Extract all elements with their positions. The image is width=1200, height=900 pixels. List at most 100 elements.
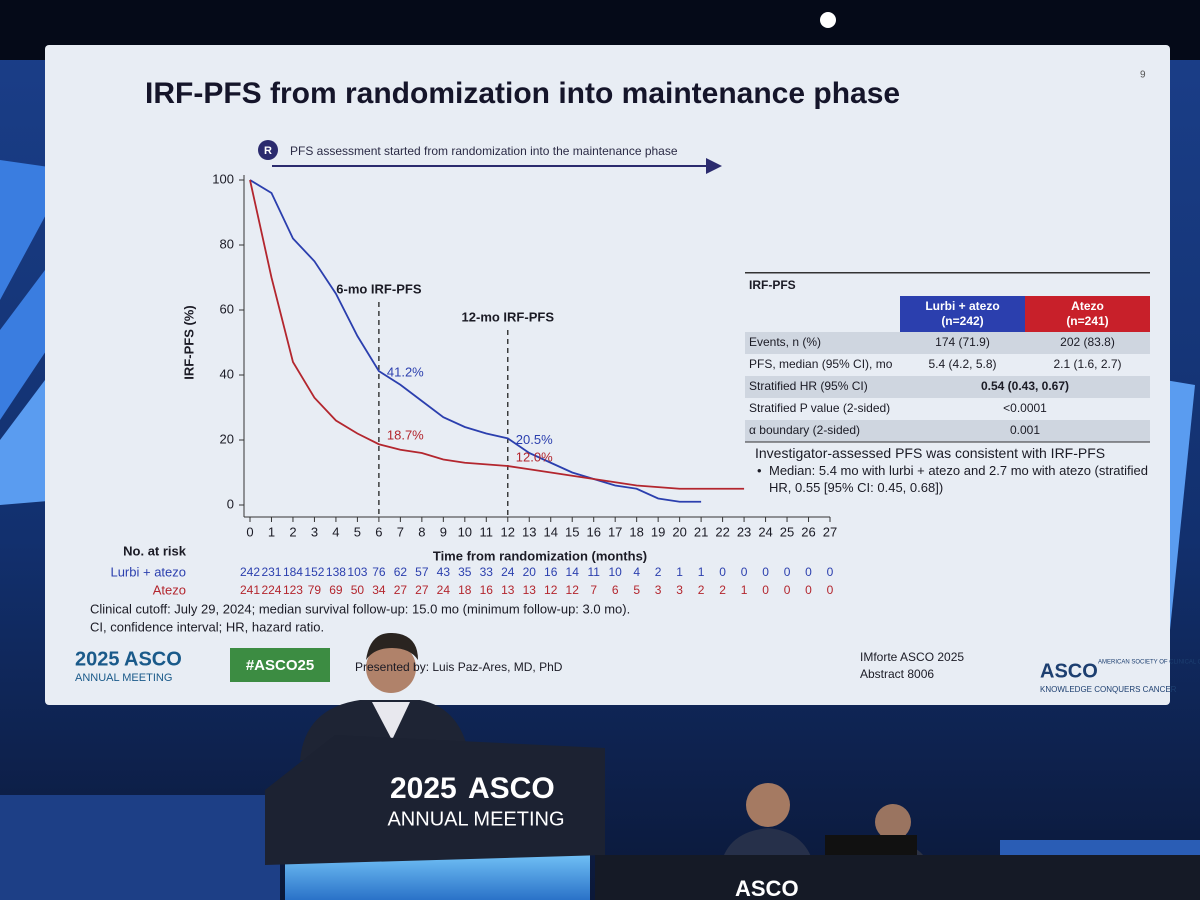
row-value: 174 (71.9) [935,335,990,349]
legend-label: Atezo [153,582,186,597]
row-value: 0.001 [1010,423,1040,437]
column-header [1025,296,1150,332]
risk-count: 152 [304,565,324,579]
risk-count: 7 [590,583,597,597]
risk-count: 0 [762,583,769,597]
risk-count: 33 [480,565,494,579]
risk-count: 57 [415,565,429,579]
stage-light [820,12,836,28]
logo-year: 2025 [75,648,120,670]
column-name: Lurbi + atezo [925,299,999,313]
risk-count: 0 [827,565,834,579]
risk-count: 1 [676,565,683,579]
row-shade [745,332,1150,354]
table-title: IRF-PFS [749,278,796,292]
x-tick-label: 0 [246,524,253,539]
risk-count: 10 [609,565,623,579]
risk-count: 3 [676,583,683,597]
risk-count: 4 [633,565,640,579]
x-tick-label: 26 [801,524,815,539]
hashtag-badge [230,648,330,682]
risk-count: 2 [655,565,662,579]
y-tick-label: 60 [220,301,234,316]
row-label: Events, n (%) [749,335,821,349]
x-tick-label: 16 [586,524,600,539]
note-heading: Investigator-assessed PFS was consistent… [755,445,1106,461]
risk-count: 1 [741,583,748,597]
risk-count: 138 [326,565,346,579]
x-tick-label: 18 [629,524,643,539]
risk-count: 76 [372,565,386,579]
risk-count: 27 [415,583,429,597]
risk-count: 184 [283,565,303,579]
x-tick-label: 14 [544,524,558,539]
row-value: 0.54 (0.43, 0.67) [981,379,1069,393]
risk-count: 5 [633,583,640,597]
row-shade [745,420,1150,442]
risk-count: 27 [394,583,408,597]
landmark-label: 12-mo IRF-PFS [462,309,555,324]
risk-count: 241 [240,583,260,597]
risk-count: 0 [827,583,834,597]
risk-count: 18 [458,583,472,597]
risk-count: 103 [347,565,367,579]
risk-count: 11 [587,565,600,579]
logo-sub: ANNUAL MEETING [75,672,172,684]
note: Investigator-assessed PFS was consistent… [755,445,1150,496]
footnote: CI, confidence interval; HR, hazard rati… [90,619,324,634]
arrow-note: PFS assessment started from randomizatio… [290,144,678,158]
x-tick-label: 25 [780,524,794,539]
column-n: (n=242) [941,314,983,328]
legend-label: Lurbi + atezo [110,564,186,579]
risk-count: 0 [719,565,726,579]
risk-count: 2 [698,583,705,597]
risk-count: 0 [784,583,791,597]
risk-count: 79 [308,583,322,597]
randomization-marker: R [264,145,272,157]
risk-count: 0 [784,565,791,579]
column-name: Atezo [1071,299,1104,313]
podium-name: ASCO [468,772,555,805]
risk-count: 50 [351,583,365,597]
risk-count: 35 [458,565,472,579]
asco-society: AMERICAN SOCIETY OF CLINICAL ONCOLOGY [1098,660,1200,666]
risk-count: 34 [372,583,386,597]
risk-count: 242 [240,565,260,579]
series-line [249,179,702,503]
risk-count: 0 [805,583,812,597]
y-tick-label: 100 [212,171,234,186]
x-tick-label: 17 [608,524,622,539]
risk-count: 2 [719,583,726,597]
row-label: α boundary (2-sided) [749,423,860,437]
risk-count: 224 [261,583,281,597]
risk-count: 0 [805,565,812,579]
x-tick-label: 6 [375,524,382,539]
value-label: 41.2% [387,365,424,380]
risk-count: 0 [741,565,748,579]
x-tick-label: 8 [418,524,425,539]
column-header [900,296,1025,332]
risk-count: 43 [437,565,451,579]
asco-logo: ASCO [1040,660,1098,682]
abstract: Abstract 8006 [860,667,934,681]
risk-count: 20 [523,565,537,579]
value-label: 12.0% [516,449,553,464]
desk-logo: ASCO [735,876,799,900]
row-shade [745,376,1150,398]
x-tick-label: 11 [480,524,494,539]
series-line [249,179,745,490]
x-tick-label: 7 [397,524,404,539]
row-value: 202 (83.8) [1060,335,1115,349]
x-tick-label: 24 [758,524,772,539]
podium [265,735,605,865]
row-label: PFS, median (95% CI), mo [749,357,893,371]
value-label: 20.5% [516,432,553,447]
x-tick-label: 10 [458,524,472,539]
row-value: <0.0001 [1003,401,1047,415]
y-axis-title: IRF-PFS (%) [181,305,196,379]
x-tick-label: 13 [522,524,536,539]
x-tick-label: 20 [672,524,686,539]
slide-title: IRF-PFS from randomization into maintena… [145,77,900,110]
x-axis-title: Time from randomization (months) [433,548,647,563]
